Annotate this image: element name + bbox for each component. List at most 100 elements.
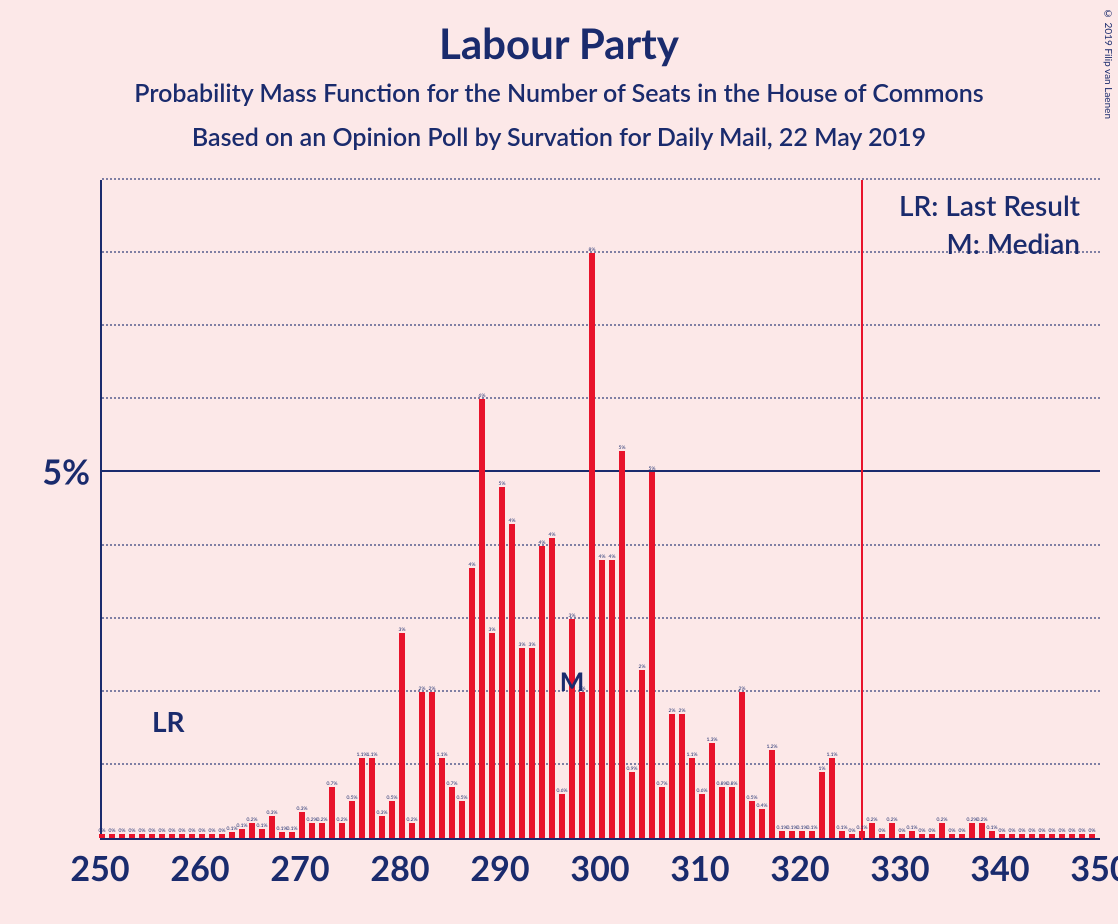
bar-value-label: 0.2% bbox=[337, 817, 348, 823]
bar-value-label: 0% bbox=[1039, 828, 1046, 834]
bar: 0% bbox=[959, 834, 965, 838]
bar: 0.2% bbox=[869, 823, 875, 838]
bar: 0.1% bbox=[859, 831, 865, 838]
bar-value-label: 0.2% bbox=[937, 817, 948, 823]
bar-value-label: 0.7% bbox=[327, 781, 338, 787]
x-axis-tick-label: 320 bbox=[770, 848, 829, 889]
bar-value-label: 0.8% bbox=[727, 781, 738, 787]
bar: 4% bbox=[609, 560, 615, 838]
bar-value-label: 2% bbox=[419, 686, 426, 692]
bar: 0% bbox=[169, 834, 175, 838]
bar: 0% bbox=[1049, 834, 1055, 838]
x-axis-tick-label: 350 bbox=[1070, 848, 1118, 889]
bar: 1.1% bbox=[689, 758, 695, 838]
x-axis-tick-label: 270 bbox=[270, 848, 329, 889]
bar-value-label: 0.1% bbox=[907, 825, 918, 831]
bar: 0.1% bbox=[789, 831, 795, 838]
bar-value-label: 4% bbox=[539, 540, 546, 546]
bar: 1.2% bbox=[769, 750, 775, 838]
bar-value-label: 3% bbox=[399, 627, 406, 633]
bar: 0.1% bbox=[809, 831, 815, 838]
bar-value-label: 4% bbox=[549, 532, 556, 538]
bar: 0% bbox=[1009, 834, 1015, 838]
bar-value-label: 0% bbox=[1059, 828, 1066, 834]
bar-value-label: 6% bbox=[479, 393, 486, 399]
x-axis-tick-label: 290 bbox=[470, 848, 529, 889]
bar-value-label: 0% bbox=[219, 828, 226, 834]
bar-value-label: 0% bbox=[1049, 828, 1056, 834]
bar-value-label: 0.6% bbox=[557, 788, 568, 794]
bar-value-label: 0% bbox=[109, 828, 116, 834]
bar: 0% bbox=[199, 834, 205, 838]
bar-value-label: 0% bbox=[129, 828, 136, 834]
bar: 5% bbox=[619, 451, 625, 838]
bar: 0.2% bbox=[309, 823, 315, 838]
bar-value-label: 0.2% bbox=[407, 817, 418, 823]
bar: 0% bbox=[1039, 834, 1045, 838]
bar: 4% bbox=[539, 546, 545, 838]
bar: 0.2% bbox=[889, 823, 895, 838]
bar-value-label: 8% bbox=[589, 247, 596, 253]
bar-value-label: 4% bbox=[469, 562, 476, 568]
bar: 0% bbox=[1019, 834, 1025, 838]
bar: 1.1% bbox=[359, 758, 365, 838]
bar: 0.2% bbox=[409, 823, 415, 838]
bar-value-label: 2% bbox=[679, 708, 686, 714]
bar: 0.1% bbox=[779, 831, 785, 838]
bar-value-label: 2% bbox=[669, 708, 676, 714]
bar: 0.7% bbox=[449, 787, 455, 838]
bar-value-label: 0.7% bbox=[657, 781, 668, 787]
bar: 5% bbox=[499, 487, 505, 838]
bar: 0.1% bbox=[289, 832, 295, 838]
bar-value-label: 0% bbox=[99, 828, 106, 834]
bar-value-label: 0% bbox=[1079, 828, 1086, 834]
bar: 4% bbox=[469, 568, 475, 839]
bar-value-label: 0% bbox=[1069, 828, 1076, 834]
bar: 2% bbox=[679, 714, 685, 838]
bar: 2% bbox=[429, 692, 435, 838]
bar: 0% bbox=[139, 834, 145, 838]
bar-value-label: 0% bbox=[849, 828, 856, 834]
bar: 0.3% bbox=[269, 816, 275, 838]
bar-value-label: 0% bbox=[959, 828, 966, 834]
x-axis-tick-label: 310 bbox=[670, 848, 729, 889]
bar: 0% bbox=[1059, 834, 1065, 838]
bar-value-label: 3% bbox=[489, 627, 496, 633]
bar: 4% bbox=[549, 538, 555, 838]
bar: 0% bbox=[149, 834, 155, 838]
bar: 0% bbox=[1069, 834, 1075, 838]
bar-value-label: 1.1% bbox=[367, 752, 378, 758]
bar: 3% bbox=[569, 619, 575, 838]
bar-value-label: 0% bbox=[949, 828, 956, 834]
bar: 0.5% bbox=[749, 801, 755, 838]
bar-value-label: 0.3% bbox=[267, 810, 278, 816]
bar-value-label: 0% bbox=[209, 828, 216, 834]
bar-value-label: 0.5% bbox=[347, 795, 358, 801]
bar: 0% bbox=[879, 834, 885, 838]
bar: 0.1% bbox=[279, 832, 285, 838]
x-axis-tick-label: 250 bbox=[70, 848, 129, 889]
bar-value-label: 0% bbox=[179, 828, 186, 834]
bar: 3% bbox=[519, 648, 525, 838]
bar: 6% bbox=[479, 399, 485, 838]
bar: 0.8% bbox=[729, 787, 735, 838]
bar: 0% bbox=[189, 834, 195, 838]
legend-last-result: LR: Last Result bbox=[899, 188, 1080, 222]
bar: 1% bbox=[819, 772, 825, 838]
bar-value-label: 0% bbox=[1029, 828, 1036, 834]
median-marker: M bbox=[560, 665, 585, 697]
bar-value-label: 0.6% bbox=[697, 788, 708, 794]
bar: 0% bbox=[219, 834, 225, 838]
bar-value-label: 0% bbox=[119, 828, 126, 834]
x-axis-line bbox=[102, 838, 1100, 840]
bar-value-label: 1% bbox=[819, 766, 826, 772]
bar: 1.1% bbox=[369, 758, 375, 838]
x-axis-labels: 250260270280290300310320330340350 bbox=[100, 848, 1100, 898]
bar: 0.1% bbox=[239, 829, 245, 838]
bar: 0% bbox=[899, 834, 905, 838]
bar-value-label: 1.3% bbox=[707, 737, 718, 743]
bar: 0% bbox=[1029, 834, 1035, 838]
bar-value-label: 0.2% bbox=[317, 817, 328, 823]
copyright-text: © 2019 Filip van Laenen bbox=[1102, 8, 1114, 119]
bar: 0% bbox=[929, 834, 935, 838]
